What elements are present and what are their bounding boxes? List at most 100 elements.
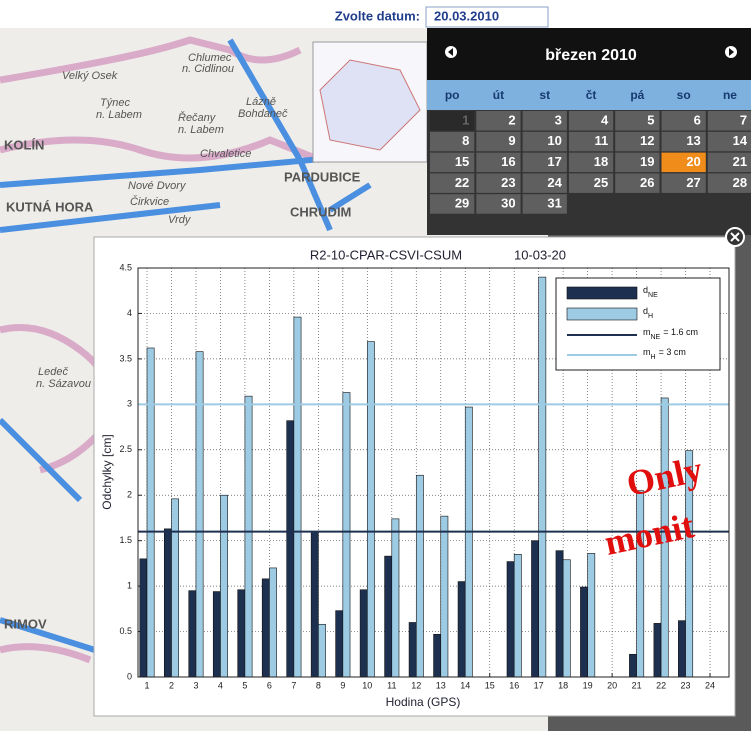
day-number[interactable]: 13 [686, 133, 700, 148]
legend-name: m [643, 347, 651, 357]
bar [678, 621, 685, 677]
bar [164, 529, 171, 677]
y-tick-label: 2 [127, 490, 132, 500]
weekday: čt [586, 88, 597, 102]
x-tick-label: 20 [607, 680, 617, 690]
screen: Chlumec n. Cidlinou Velký Osek Týnec n. … [0, 0, 751, 731]
day-number[interactable]: 3 [555, 112, 562, 127]
weekday: pá [630, 88, 644, 102]
day-number[interactable]: 8 [462, 133, 469, 148]
x-tick-label: 15 [485, 680, 495, 690]
day-number[interactable]: 20 [686, 154, 700, 169]
day-number[interactable]: 15 [455, 154, 469, 169]
day-number[interactable]: 21 [733, 154, 747, 169]
map-label: Týnec [100, 97, 130, 109]
bar [392, 519, 399, 677]
map-label: Čirkvice [130, 195, 169, 208]
day-number[interactable]: 1 [462, 112, 469, 127]
day-number[interactable]: 31 [547, 196, 561, 211]
map-label: Vrdy [168, 214, 192, 226]
legend-subscript: H [651, 354, 656, 361]
x-tick-label: 22 [656, 680, 666, 690]
x-tick-label: 11 [387, 680, 396, 690]
day-number[interactable]: 22 [455, 175, 469, 190]
bar [245, 396, 252, 677]
day-number[interactable]: 17 [547, 154, 561, 169]
x-tick-label: 23 [681, 680, 691, 690]
day-number[interactable]: 27 [686, 175, 700, 190]
x-tick-label: 21 [632, 680, 642, 690]
bar [434, 634, 441, 677]
map-label: n. Labem [178, 124, 224, 136]
x-tick-label: 14 [460, 680, 470, 690]
day-number[interactable]: 19 [640, 154, 654, 169]
bar [171, 499, 178, 677]
bar [294, 317, 301, 677]
y-tick-label: 0 [127, 671, 132, 681]
day-number[interactable]: 10 [547, 133, 561, 148]
map-label: n. Sázavou [36, 378, 91, 390]
day-number[interactable]: 7 [740, 112, 747, 127]
map-label: Chvaletice [200, 148, 251, 160]
legend-swatch [567, 287, 637, 299]
day-number[interactable]: 11 [594, 133, 608, 148]
x-tick-label: 8 [316, 680, 321, 690]
weekday: po [445, 88, 460, 102]
bar [360, 590, 367, 677]
y-tick-label: 1.5 [119, 535, 132, 545]
day-number[interactable]: 29 [455, 196, 469, 211]
bar [563, 560, 570, 677]
map-label: PARDUBICE [284, 169, 361, 184]
x-tick-label: 5 [242, 680, 247, 690]
day-number[interactable]: 25 [594, 175, 608, 190]
day-number[interactable]: 30 [501, 196, 515, 211]
legend-subscript: NE [648, 292, 658, 299]
day-number[interactable]: 4 [601, 112, 609, 127]
day-number[interactable]: 14 [733, 133, 748, 148]
bar [458, 582, 465, 677]
map-label: Velký Osek [62, 70, 118, 82]
bar [629, 654, 636, 677]
day-number[interactable]: 6 [694, 112, 701, 127]
y-tick-label: 4.5 [119, 262, 132, 272]
x-tick-label: 6 [267, 680, 272, 690]
bar [318, 624, 325, 677]
day-number[interactable]: 24 [547, 175, 562, 190]
x-tick-label: 10 [362, 680, 372, 690]
bar [336, 611, 343, 677]
day-number[interactable]: 12 [640, 133, 654, 148]
bar [588, 553, 595, 677]
page: Chlumec n. Cidlinou Velký Osek Týnec n. … [0, 0, 751, 731]
chart-title: R2-10-CPAR-CSVI-CSUM [310, 247, 462, 262]
map-label: KUTNÁ HORA [6, 199, 94, 214]
weekday: st [539, 88, 550, 102]
bar [385, 556, 392, 677]
y-tick-label: 0.5 [119, 626, 132, 636]
bar [140, 559, 147, 677]
legend-suffix: = 1.6 cm [663, 327, 698, 337]
day-number[interactable]: 23 [501, 175, 515, 190]
y-tick-label: 4 [127, 308, 132, 318]
legend-swatch [567, 308, 637, 320]
map-label: RIMOV [4, 616, 47, 631]
bar [539, 277, 546, 677]
date-value[interactable]: 20.03.2010 [434, 8, 499, 23]
day-number[interactable]: 18 [594, 154, 608, 169]
day-number[interactable]: 28 [733, 175, 747, 190]
x-tick-label: 3 [193, 680, 198, 690]
map-label: n. Labem [96, 109, 142, 121]
day-number[interactable]: 9 [508, 133, 515, 148]
legend-name: m [643, 327, 651, 337]
map-label: CHRUDIM [290, 204, 351, 219]
day-number[interactable]: 26 [640, 175, 654, 190]
bar [213, 592, 220, 677]
day-number[interactable]: 5 [647, 112, 654, 127]
day-number[interactable]: 2 [508, 112, 515, 127]
bar [409, 622, 416, 677]
bar [287, 421, 294, 677]
legend-suffix: = 3 cm [659, 347, 686, 357]
x-axis-label: Hodina (GPS) [386, 695, 461, 709]
day-number[interactable]: 16 [501, 154, 515, 169]
map-label: Řečany [178, 111, 217, 124]
